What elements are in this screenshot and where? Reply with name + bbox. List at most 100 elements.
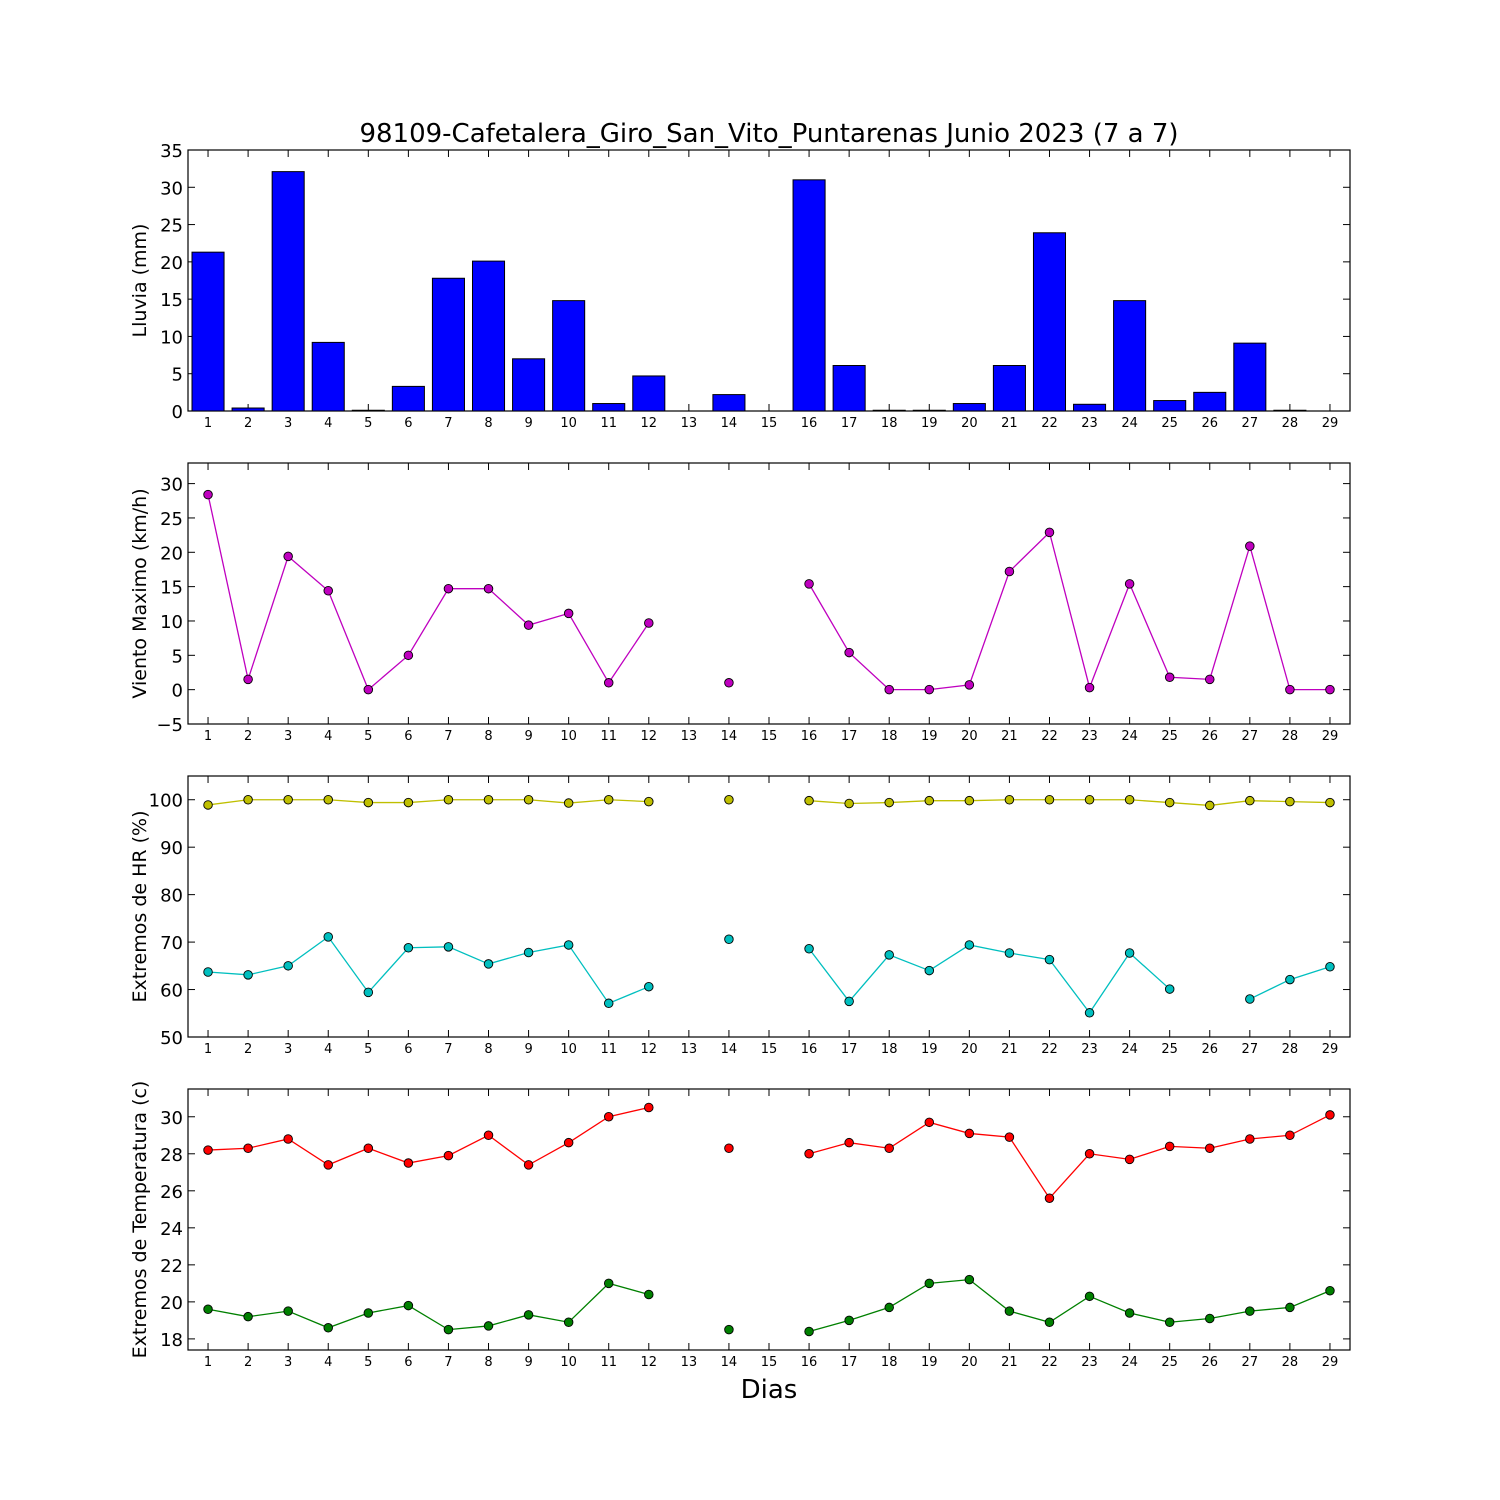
rain-bar [992, 365, 1026, 411]
data-point [1124, 948, 1135, 958]
y-tick-label: 10 [160, 327, 183, 348]
data-point [724, 934, 734, 944]
data-point [1004, 1306, 1015, 1316]
data-point [884, 950, 894, 960]
rain-bar [1153, 400, 1187, 411]
y-tick-label: 22 [160, 1256, 183, 1277]
x-tick-label: 13 [681, 729, 698, 744]
x-tick-label: 4 [324, 729, 332, 744]
data-point [523, 794, 534, 805]
data-point [243, 794, 253, 805]
x-tick-label: 1 [204, 416, 212, 431]
x-tick-label: 27 [1242, 1042, 1259, 1057]
data-point [603, 998, 614, 1009]
y-tick-label: 5 [172, 365, 183, 386]
x-tick-label: 22 [1041, 416, 1058, 431]
x-tick-label: 12 [641, 729, 658, 744]
data-point [1084, 1008, 1095, 1018]
x-tick-label: 4 [324, 416, 332, 431]
rain-bar [191, 251, 225, 411]
data-point [1205, 1313, 1215, 1324]
y-tick-label: 15 [160, 290, 183, 311]
x-tick-label: 27 [1242, 416, 1259, 431]
x-tick-label: 9 [524, 416, 532, 431]
y-axis-label: Lluvia (mm) [129, 224, 151, 338]
x-tick-label: 29 [1322, 729, 1339, 744]
rain-bar [1032, 232, 1067, 411]
data-point [644, 1102, 654, 1113]
data-point [443, 1324, 454, 1335]
x-tick-label: 5 [364, 1355, 372, 1370]
x-tick-label: 20 [961, 416, 978, 431]
x-tick-label: 25 [1161, 416, 1178, 431]
x-tick-label: 14 [721, 729, 738, 744]
data-point [603, 1112, 614, 1122]
data-point [644, 1289, 654, 1300]
data-point [1004, 566, 1015, 577]
data-point [1164, 672, 1175, 683]
data-point [1285, 974, 1295, 985]
x-tick-label: 20 [961, 1355, 978, 1370]
rain-bar [512, 358, 546, 411]
data-point [323, 1160, 333, 1170]
rain-bar [632, 375, 666, 411]
x-tick-label: 13 [681, 1042, 698, 1057]
data-point [884, 684, 894, 695]
data-point [483, 1130, 494, 1141]
x-tick-label: 15 [761, 729, 778, 744]
x-tick-label: 26 [1201, 729, 1218, 744]
x-tick-label: 10 [560, 1355, 577, 1370]
x-tick-label: 26 [1201, 1042, 1218, 1057]
data-point [603, 1278, 614, 1289]
data-point [884, 1143, 894, 1153]
data-point [1124, 1308, 1135, 1318]
x-tick-label: 28 [1282, 1042, 1299, 1057]
data-point [924, 795, 935, 806]
data-point [804, 795, 814, 806]
x-tick-label: 1 [204, 1042, 212, 1057]
data-point [283, 1134, 293, 1144]
data-point [603, 678, 614, 688]
data-point [403, 1300, 414, 1311]
data-point [243, 1311, 253, 1322]
data-point [924, 1278, 935, 1289]
marks [203, 489, 1335, 695]
data-point [1044, 794, 1055, 805]
y-tick-label: 20 [160, 253, 183, 274]
x-tick-label: 26 [1201, 416, 1218, 431]
x-tick-label: 24 [1121, 416, 1138, 431]
data-point [483, 583, 494, 594]
x-tick-label: 18 [881, 1355, 898, 1370]
data-point [724, 794, 734, 805]
data-point [203, 1145, 213, 1155]
data-point [1084, 1291, 1095, 1302]
data-point [523, 620, 534, 630]
y-tick-label: 50 [160, 1028, 183, 1049]
rain-bar [872, 409, 906, 411]
data-point [523, 947, 534, 958]
data-point [403, 650, 414, 661]
data-point [1205, 800, 1215, 811]
y-tick-label: 30 [160, 1108, 183, 1129]
x-tick-label: 22 [1041, 1042, 1058, 1057]
x-tick-label: 21 [1001, 729, 1018, 744]
x-tick-label: 17 [841, 416, 858, 431]
y-tick-label: 10 [160, 612, 183, 633]
x-tick-label: 29 [1322, 1355, 1339, 1370]
x-tick-label: 18 [881, 416, 898, 431]
y-tick-label: 5 [172, 646, 183, 667]
y-tick-label: 60 [160, 981, 183, 1002]
data-point [243, 970, 253, 980]
y-tick-label: 24 [160, 1219, 183, 1240]
plot-frame [187, 1088, 1351, 1351]
data-point [724, 1143, 734, 1153]
x-tick-label: 26 [1201, 1355, 1218, 1370]
data-point [1084, 682, 1095, 693]
rain-bar [391, 385, 425, 411]
data-point [884, 1302, 894, 1313]
y-tick-label: 0 [172, 681, 183, 702]
x-tick-label: 16 [801, 1355, 818, 1370]
x-tick-label: 8 [484, 416, 492, 431]
x-tick-label: 10 [560, 1042, 577, 1057]
